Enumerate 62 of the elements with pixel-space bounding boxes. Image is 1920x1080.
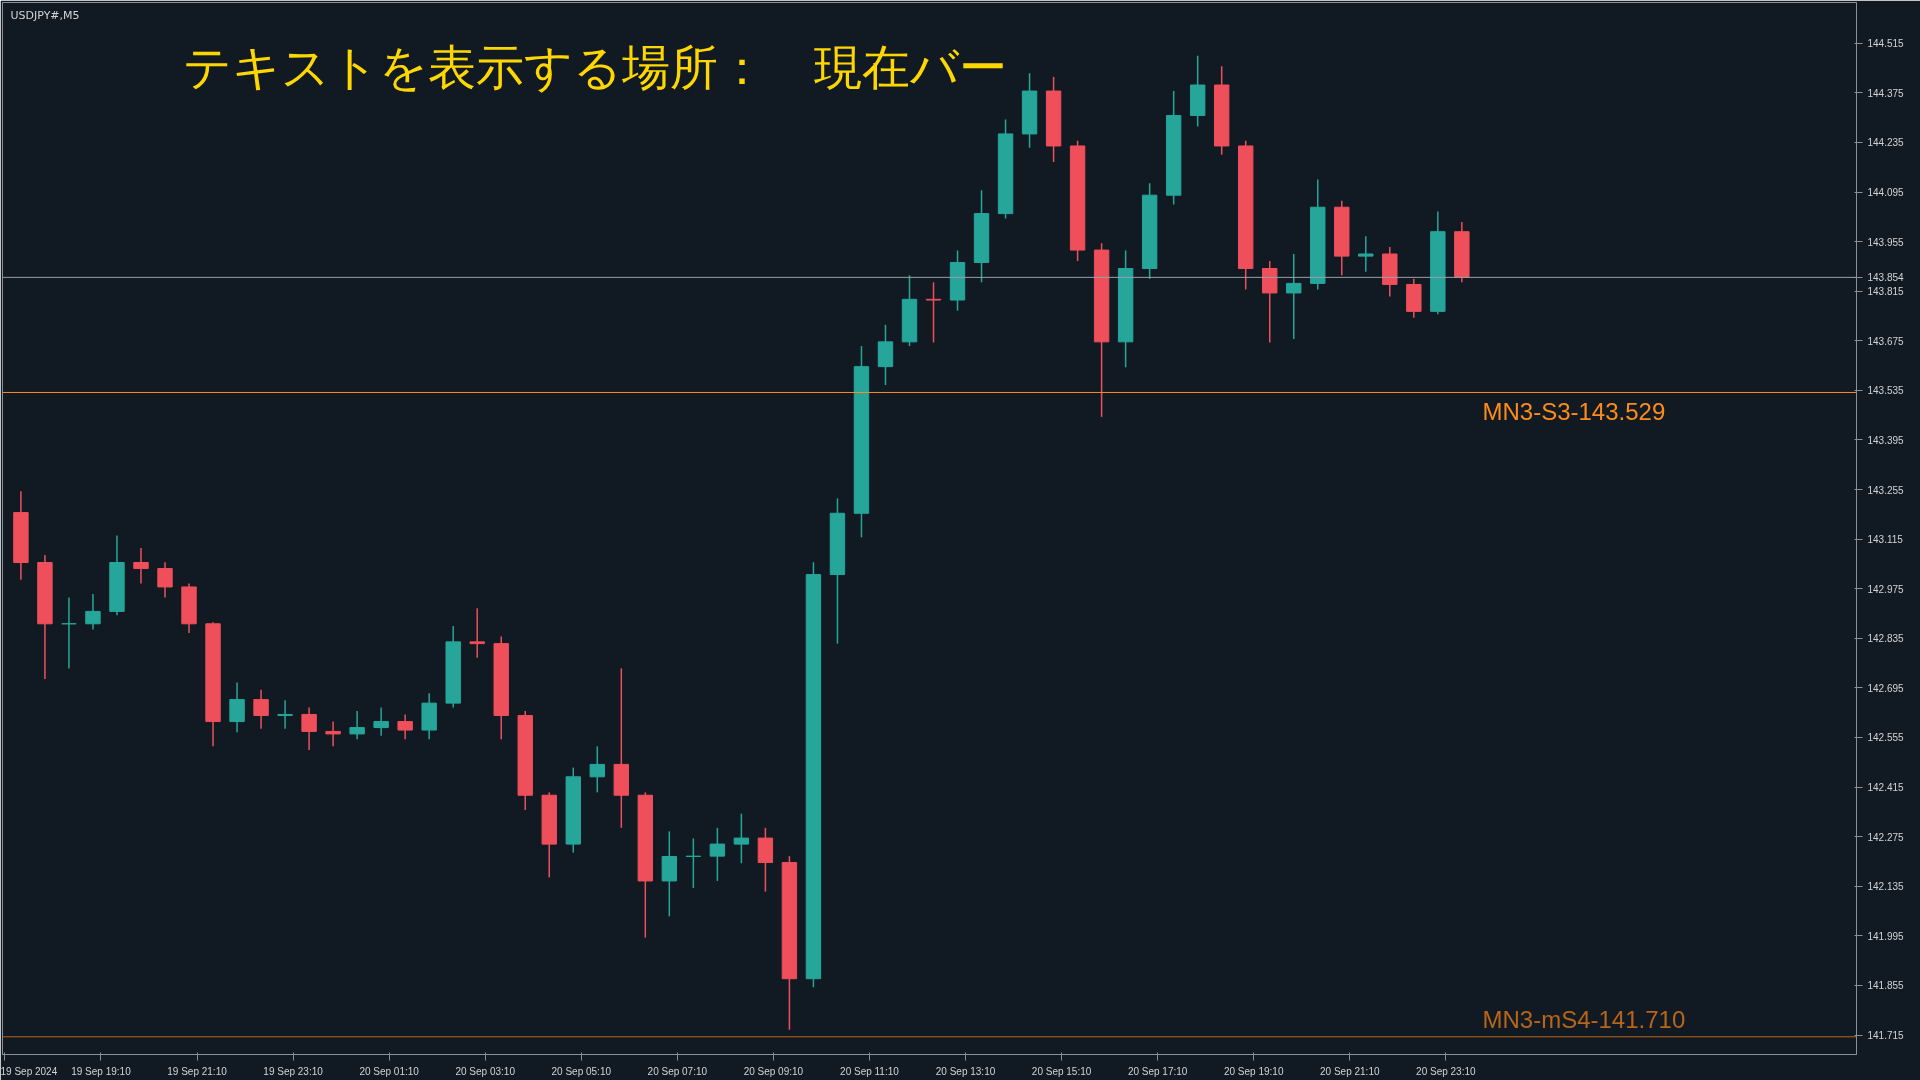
x-tick-label: 19 Sep 2024	[0, 1065, 58, 1077]
x-tick-label: 19 Sep 23:10	[263, 1065, 324, 1077]
x-tick-label: 20 Sep 19:10	[1223, 1065, 1284, 1077]
ref-line-label: 143.854	[1867, 272, 1905, 284]
y-tick-label: 142.695	[1867, 682, 1905, 694]
y-tick-label: 143.115	[1867, 534, 1904, 546]
candlestick	[1286, 253, 1302, 340]
candlestick	[397, 713, 413, 740]
y-tick-label: 142.835	[1867, 633, 1905, 645]
y-tick-label: 143.535	[1867, 385, 1905, 397]
y-tick-label: 142.555	[1867, 732, 1905, 744]
candlestick	[325, 720, 341, 748]
y-tick-label: 144.095	[1867, 187, 1905, 198]
y-tick-label: 142.275	[1867, 831, 1905, 843]
x-tick-label: 20 Sep 07:10	[647, 1065, 708, 1077]
x-tick-label: 20 Sep 09:10	[743, 1065, 804, 1077]
x-tick-label: 20 Sep 17:10	[1127, 1065, 1188, 1077]
annotation: テキストを表示する場所： 現在バー	[182, 38, 1007, 95]
x-tick-label: 19 Sep 19:10	[71, 1065, 132, 1077]
candlestick	[1358, 235, 1374, 273]
candlestick	[61, 596, 77, 670]
y-tick-label: 143.395	[1867, 434, 1905, 446]
y-tick-label: 143.675	[1867, 335, 1905, 347]
x-tick-label: 20 Sep 21:10	[1320, 1065, 1380, 1077]
y-tick-label: 144.235	[1867, 137, 1905, 149]
candlestick	[253, 688, 269, 730]
y-tick-label: 141.995	[1867, 930, 1905, 942]
candlestick	[349, 710, 365, 740]
x-tick-label: 20 Sep 01:10	[359, 1065, 420, 1077]
y-tick-label: 143.955	[1867, 236, 1905, 248]
candlestick	[373, 706, 389, 737]
candlestick	[709, 827, 726, 882]
y-tick-label: 143.815	[1867, 286, 1905, 298]
candlestick	[301, 706, 317, 751]
x-tick-label: 20 Sep 11:10	[840, 1065, 900, 1077]
candlestick	[157, 561, 173, 599]
ref-line-label: MN3-mS4-141.710	[1482, 1005, 1686, 1033]
y-tick-label: 144.515	[1867, 38, 1905, 50]
y-tick-label: 143.255	[1867, 484, 1905, 496]
candlestick	[229, 681, 245, 733]
candlestick	[277, 699, 293, 730]
y-tick-label: 141.715	[1867, 1030, 1905, 1042]
y-tick-label: 142.415	[1867, 782, 1905, 794]
candlestick	[133, 547, 149, 585]
candlestick	[589, 745, 605, 794]
y-tick-label: 141.855	[1867, 980, 1905, 992]
y-tick-label: 142.975	[1867, 583, 1905, 595]
text: USDJPY#,M5	[10, 8, 80, 22]
candlestick	[469, 607, 485, 659]
ref-line-label: MN3-S3-143.529	[1482, 398, 1666, 426]
x-tick-label: 20 Sep 13:10	[935, 1065, 996, 1077]
candlestick	[85, 593, 101, 631]
y-tick-label: 142.135	[1867, 881, 1905, 893]
x-tick-label: 20 Sep 05:10	[551, 1065, 612, 1077]
y-tick-label: 144.375	[1867, 87, 1905, 99]
x-tick-label: 20 Sep 15:10	[1031, 1065, 1092, 1077]
candlestick	[925, 281, 942, 344]
x-tick-label: 20 Sep 23:10	[1416, 1065, 1477, 1077]
x-tick-label: 20 Sep 03:10	[455, 1065, 516, 1077]
candlestick	[685, 837, 702, 889]
candlestick	[733, 812, 750, 864]
x-tick-label: 19 Sep 21:10	[167, 1065, 228, 1077]
